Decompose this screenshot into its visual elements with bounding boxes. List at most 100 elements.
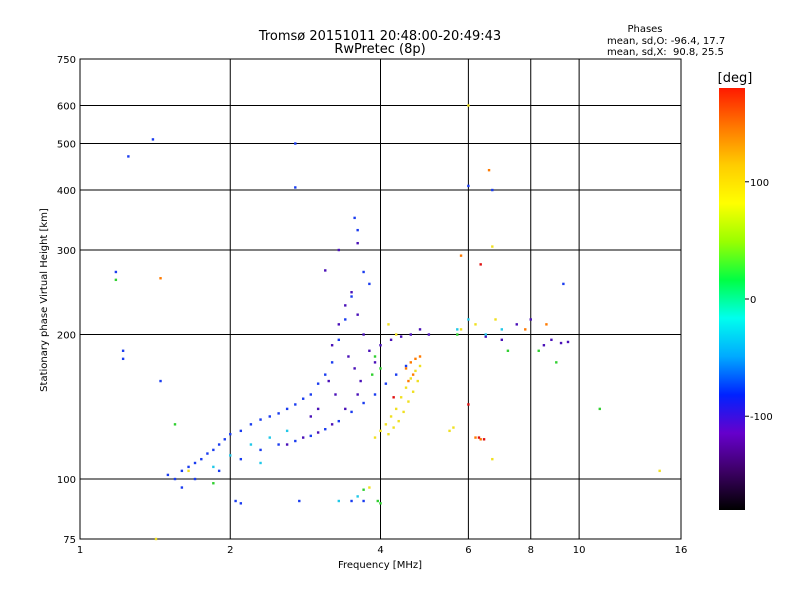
colorbar: [deg] 100 0 -100 [718,71,773,510]
data-point [379,367,382,370]
data-point [159,379,162,383]
colorbar-tick-label: -100 [750,412,773,423]
data-point [500,338,504,342]
data-point [344,304,347,307]
data-point [193,477,197,481]
data-point [337,499,341,503]
data-point [418,355,422,358]
data-point [180,469,184,473]
data-point [407,400,410,403]
data-point [180,486,184,489]
data-point [459,254,463,257]
data-point [362,499,365,503]
data-point [347,355,350,358]
data-point [350,499,353,503]
y-tick-label: 750 [57,55,76,66]
data-point [407,379,410,383]
data-point [301,397,305,400]
data-point [206,452,209,455]
data-point [368,349,371,352]
data-point [368,282,371,286]
x-tick-label: 8 [528,545,534,556]
data-point [409,377,412,380]
x-tick-label: 16 [675,545,688,556]
data-point [456,328,459,331]
y-axis-ticks: 75 100 200 300 400 500 600 750 [57,55,76,546]
data-point [474,323,477,326]
data-point [416,379,419,383]
data-point [379,344,382,347]
data-point [562,282,565,286]
data-point [491,457,494,461]
y-axis-label: Stationary phase Virtual Height [km] [39,208,50,392]
chart-subtitle: RwPretec (8p) [334,42,425,57]
data-point [456,333,459,336]
data-point [127,155,130,158]
data-point [316,382,320,385]
data-point [418,364,422,368]
x-tick-label: 2 [227,545,233,556]
data-point [249,443,253,446]
x-axis-ticks: 1 2 4 6 8 10 16 [77,545,688,556]
data-point [285,407,289,411]
data-point [484,335,487,338]
y-tick-label: 75 [63,535,76,546]
data-point [337,323,341,326]
data-point [524,328,527,331]
data-point [173,477,177,481]
data-point [658,469,661,473]
data-point [474,436,477,439]
data-point [373,361,377,364]
data-point [373,393,377,396]
data-point [324,269,327,272]
data-point [411,373,415,376]
data-point [467,184,470,188]
data-point [566,340,570,344]
data-point [239,429,243,433]
phase-legend: Phases mean, sd,O: -96.4, 17.7 mean, sd,… [607,24,725,58]
data-point [477,436,481,439]
data-point [397,419,400,423]
data-point [376,499,379,503]
data-point [384,423,388,426]
phase-legend-title: Phases [627,24,662,35]
data-point [515,323,518,326]
colorbar-ticks: 100 0 -100 [745,178,773,423]
data-point [373,355,377,358]
data-point [277,443,280,446]
data-point [409,361,412,364]
data-point [399,335,403,338]
phase-legend-o: mean, sd,O: -96.4, 17.7 [607,36,725,47]
y-tick-label: 600 [57,102,76,113]
data-point [309,393,312,396]
data-point [387,323,390,326]
data-point [187,469,190,473]
data-point [555,361,558,364]
data-point [316,407,320,411]
data-point [350,410,353,414]
data-point [491,188,494,192]
data-point [491,245,494,248]
data-point [394,373,398,376]
data-point [259,448,262,452]
data-point [187,465,190,469]
data-point [350,291,353,294]
y-tick-label: 100 [57,475,76,486]
data-point [229,454,232,457]
phase-legend-x: mean, sd,X: 90.8, 25.5 [607,47,724,58]
data-point [350,295,353,298]
data-point [404,386,408,389]
data-point [371,373,374,376]
data-point [479,263,482,266]
data-point [344,318,347,321]
data-point [448,429,451,433]
data-point [212,448,215,452]
data-point [484,333,487,336]
data-point [309,415,312,418]
grid-lines [80,59,681,539]
y-tick-label: 500 [57,140,76,151]
plot-area: 1 2 4 6 8 10 16 75 100 200 300 400 500 600 750 [57,55,687,556]
data-point [353,216,356,220]
data-point [394,407,398,411]
data-point [452,426,455,429]
